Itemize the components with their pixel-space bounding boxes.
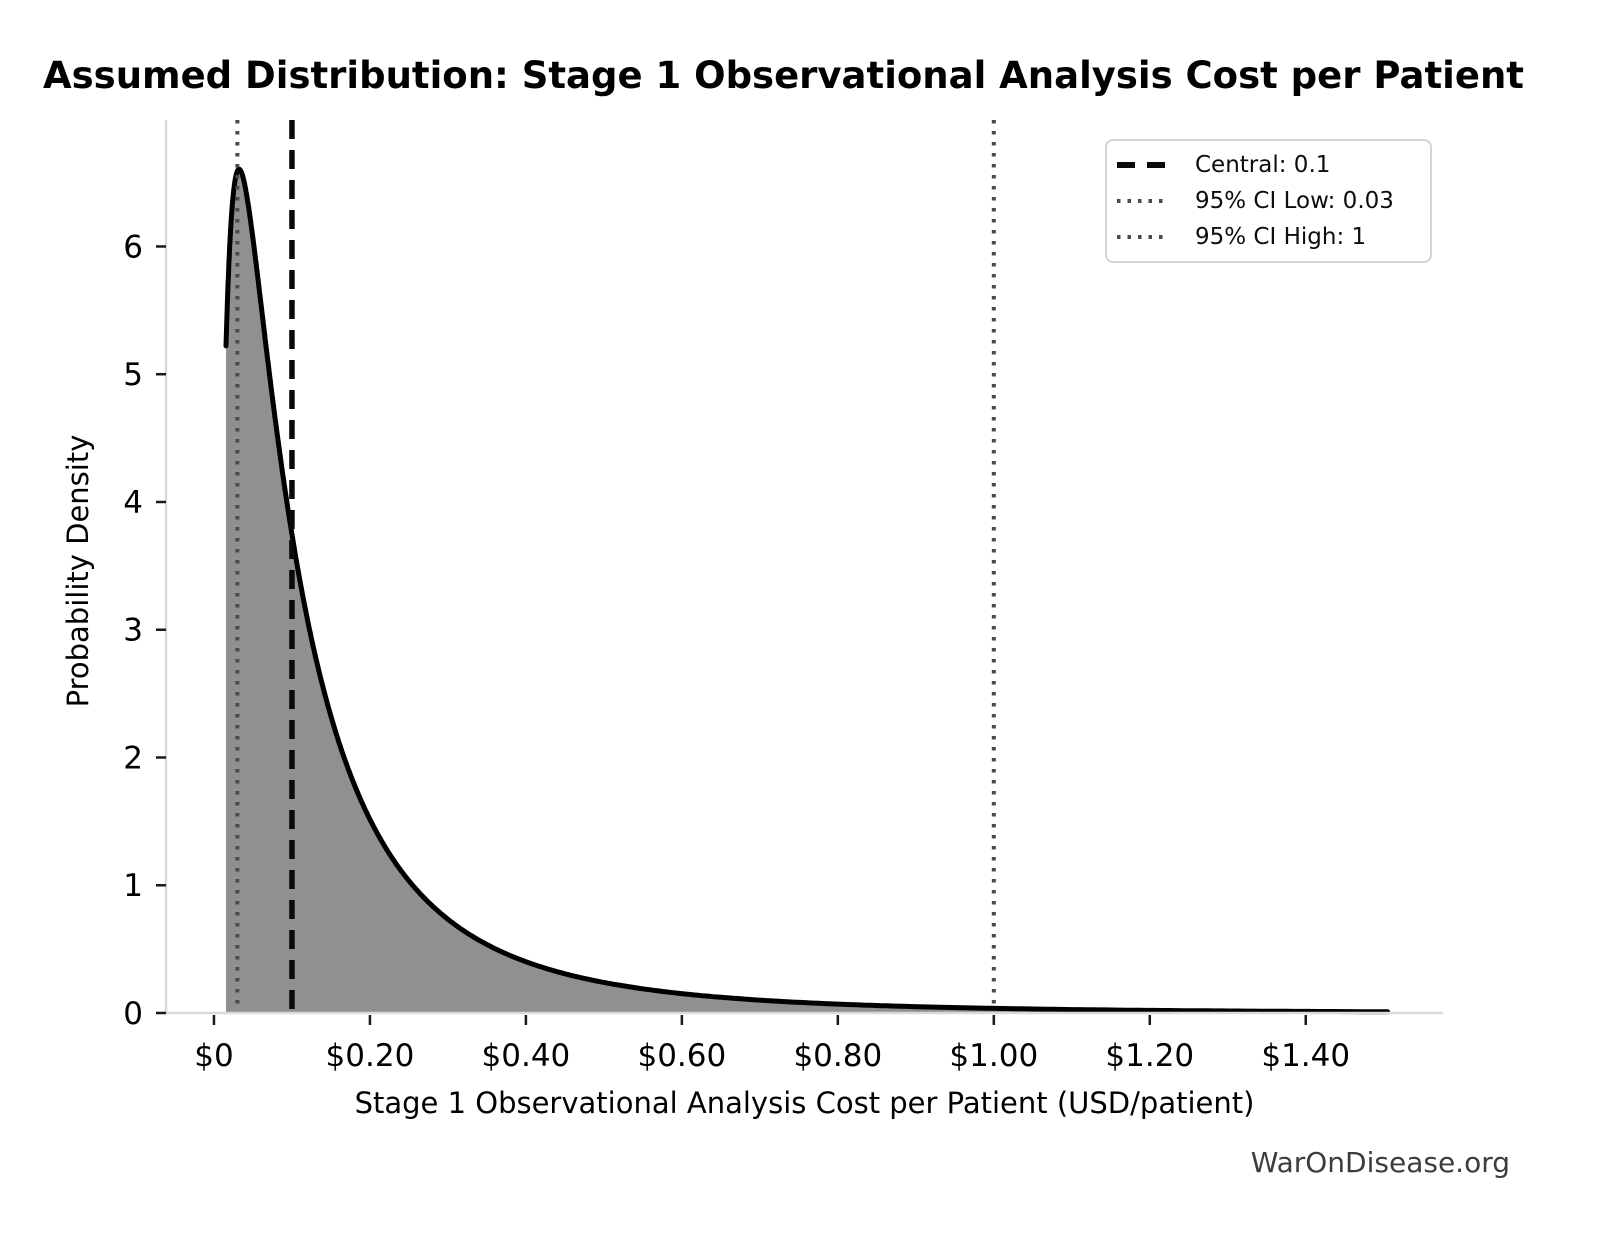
density-curve	[223, 166, 1391, 1015]
legend-item-ci-high: 95% CI High: 1	[1117, 224, 1420, 250]
dotted-line-sample-icon	[1117, 235, 1169, 239]
dashed-line-sample-icon	[1117, 162, 1169, 168]
legend-label-ci-low: 95% CI Low: 0.03	[1195, 188, 1394, 214]
x-axis-label: Stage 1 Observational Analysis Cost per …	[354, 1086, 1255, 1120]
x-tick-label: $1.20	[1105, 1038, 1194, 1074]
dotted-line-sample-icon	[1117, 199, 1169, 203]
legend-label-ci-high: 95% CI High: 1	[1195, 224, 1367, 250]
legend: Central: 0.1 95% CI Low: 0.03 95% CI Hig…	[1105, 139, 1432, 263]
y-tick-label: 6	[123, 229, 143, 265]
y-tick-label: 2	[123, 740, 143, 776]
y-tick-label: 4	[123, 485, 143, 521]
x-tick-label: $0.80	[793, 1038, 882, 1074]
legend-item-ci-low: 95% CI Low: 0.03	[1117, 188, 1420, 214]
watermark: WarOnDisease.org	[1250, 1146, 1510, 1179]
y-tick-label: 3	[123, 613, 143, 649]
legend-label-central: Central: 0.1	[1195, 152, 1331, 178]
legend-item-central: Central: 0.1	[1117, 152, 1420, 178]
y-tick-label: 1	[123, 868, 143, 904]
density-area-fill	[226, 169, 1388, 1012]
x-tick-label: $0.20	[326, 1038, 415, 1074]
x-tick-label: $1.00	[949, 1038, 1038, 1074]
x-tick-label: $0	[194, 1038, 233, 1074]
x-tick-label: $0.60	[637, 1038, 726, 1074]
y-axis-label: Probability Density	[61, 434, 95, 708]
y-tick-label: 5	[123, 357, 143, 393]
x-tick-label: $1.40	[1261, 1038, 1350, 1074]
chart-title: Assumed Distribution: Stage 1 Observatio…	[43, 54, 1524, 97]
x-tick-label: $0.40	[482, 1038, 571, 1074]
y-tick-label: 0	[123, 996, 143, 1032]
